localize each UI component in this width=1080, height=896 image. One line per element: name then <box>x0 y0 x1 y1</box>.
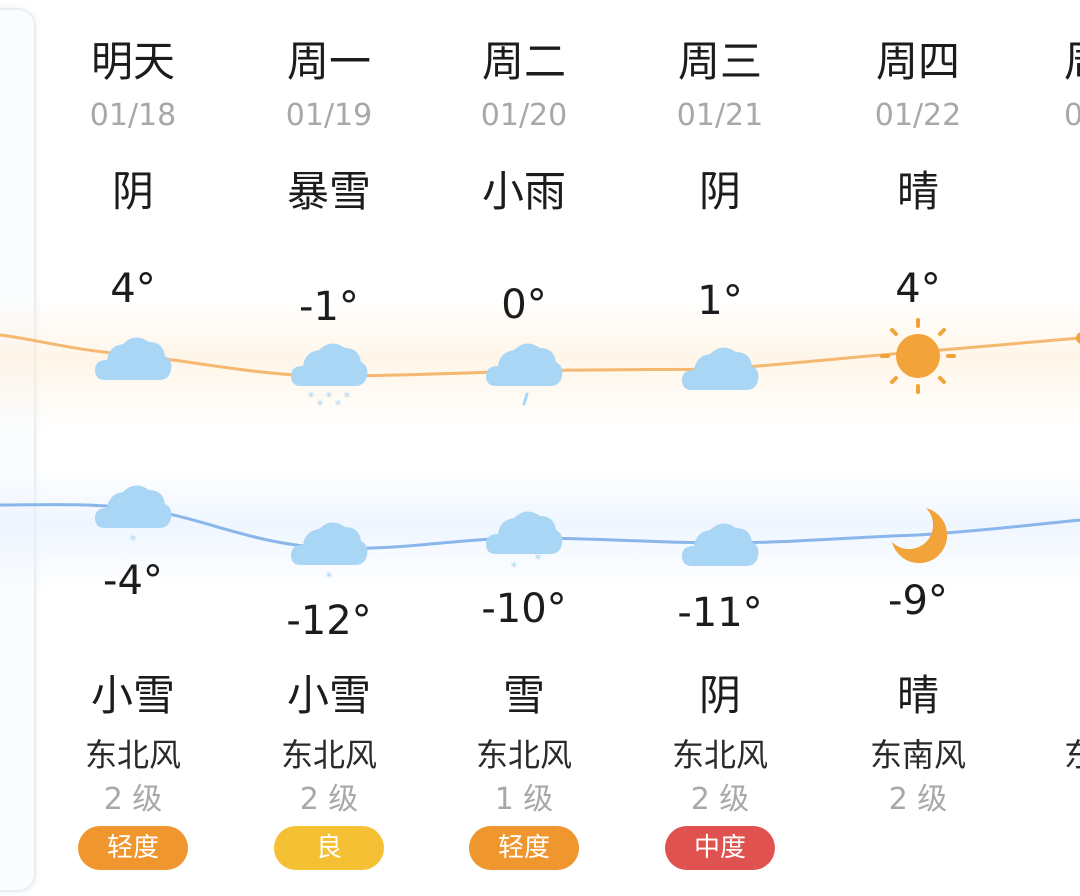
wind-direction: 东北风 <box>671 736 768 774</box>
date-label: 01/21 <box>676 98 764 133</box>
moon-icon <box>892 508 948 564</box>
wind-level: 2 级 <box>690 782 750 817</box>
left-card-edge <box>0 8 36 892</box>
day-label: 周一 <box>286 37 371 86</box>
aqi-badge: 轻度 <box>78 826 188 870</box>
night-weather: 小雪 <box>286 671 371 720</box>
svg-text:*: * <box>308 390 315 406</box>
low-temp: -10° <box>481 586 567 632</box>
svg-text:*: * <box>326 570 333 585</box>
next-wind-partial: 东 <box>1064 730 1080 776</box>
svg-text:*: * <box>335 398 342 410</box>
low-temp: -9° <box>888 578 948 624</box>
snow-icon: * * <box>486 511 563 576</box>
next-date-partial: 0 <box>1064 98 1080 133</box>
heavy-snow-icon: * * * * * <box>291 343 368 410</box>
aqi-badge: 中度 <box>665 826 775 870</box>
light-snow-icon: * <box>95 485 172 548</box>
sun-icon-partial <box>1076 332 1080 344</box>
forecast-day-5[interactable]: 周四 01/22 晴 4° -9° 晴 东南风 2 级 <box>828 0 1008 896</box>
forecast-day-1[interactable]: 明天 01/18 阴 4° * -4° 小雪 东北风 2 级 轻度 <box>43 0 223 896</box>
aqi-badge: 良 <box>274 826 384 870</box>
cloud-icon <box>95 337 172 380</box>
forecast-day-4[interactable]: 周三 01/21 阴 1° -11° 阴 东北风 2 级 中度 <box>630 0 810 896</box>
low-temp: -12° <box>286 598 372 644</box>
day-label: 周三 <box>677 37 762 86</box>
day-label: 明天 <box>90 37 175 86</box>
high-temp: 4° <box>110 266 156 312</box>
forecast-day-3[interactable]: 周二 01/20 小雨 0° * * -10° 雪 东北风 1 级 轻度 <box>434 0 614 896</box>
svg-text:*: * <box>511 560 518 576</box>
wind-direction: 东北风 <box>475 736 572 774</box>
wind-direction: 东北风 <box>280 736 377 774</box>
svg-text:*: * <box>344 390 351 406</box>
day-weather: 小雨 <box>481 167 566 216</box>
cloud-icon <box>682 347 759 390</box>
date-label: 01/19 <box>285 98 373 133</box>
high-temp: 1° <box>697 278 743 324</box>
night-weather: 雪 <box>502 671 545 720</box>
day-weather: 阴 <box>111 167 154 216</box>
high-temp: -1° <box>299 284 359 330</box>
sun-icon <box>880 318 956 394</box>
svg-text:*: * <box>535 552 542 568</box>
day-weather: 阴 <box>698 167 741 216</box>
svg-text:*: * <box>317 398 324 410</box>
wind-level: 2 级 <box>299 782 359 817</box>
wind-level: 1 级 <box>494 782 554 817</box>
day-label: 周二 <box>481 37 566 86</box>
night-weather: 阴 <box>698 671 741 720</box>
aqi-badge: 轻度 <box>469 826 579 870</box>
cloud-icon <box>682 523 759 566</box>
light-rain-icon <box>486 343 563 406</box>
day-weather: 晴 <box>896 167 939 216</box>
wind-direction: 东北风 <box>84 736 181 774</box>
date-label: 01/18 <box>89 98 177 133</box>
high-temp: 4° <box>895 266 941 312</box>
light-snow-icon: * <box>291 522 368 585</box>
night-weather: 小雪 <box>90 671 175 720</box>
high-temp: 0° <box>501 282 547 328</box>
wind-direction: 东南风 <box>869 736 966 774</box>
next-day-label-partial: 周 <box>1064 28 1080 89</box>
svg-text:*: * <box>326 390 333 406</box>
day-label: 周四 <box>875 37 960 86</box>
low-temp: -11° <box>677 590 763 636</box>
wind-level: 2 级 <box>103 782 163 817</box>
wind-level: 2 级 <box>888 782 948 817</box>
forecast-day-2[interactable]: 周一 01/19 暴雪 -1° * * * * * * -12° 小雪 东北风 … <box>239 0 419 896</box>
low-temp: -4° <box>103 558 163 604</box>
day-weather: 暴雪 <box>286 167 371 216</box>
date-label: 01/20 <box>480 98 568 133</box>
night-weather: 晴 <box>896 671 939 720</box>
svg-text:*: * <box>130 533 137 548</box>
date-label: 01/22 <box>874 98 962 133</box>
